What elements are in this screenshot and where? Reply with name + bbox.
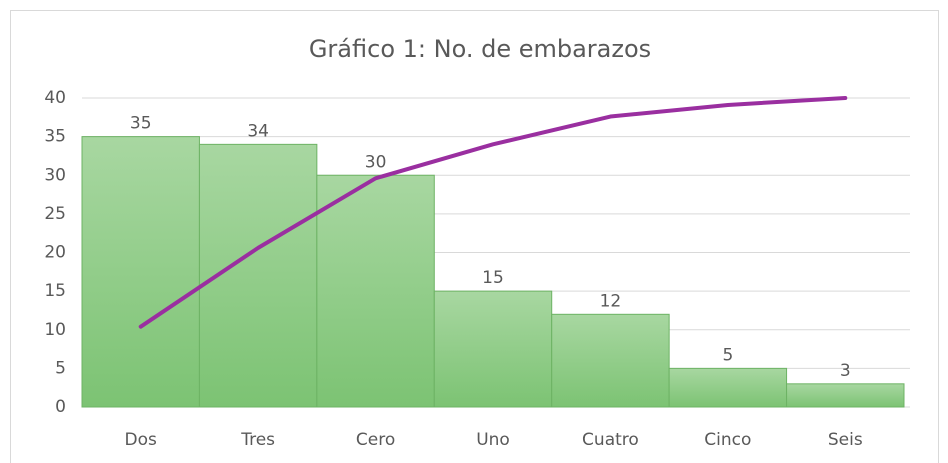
data-label: 5 [722, 345, 733, 365]
x-tick-label: Cuatro [582, 430, 639, 450]
data-label: 15 [482, 268, 504, 288]
x-tick-label: Seis [828, 430, 863, 450]
x-tick-label: Tres [240, 430, 275, 450]
y-tick-label: 0 [55, 397, 66, 417]
y-tick-label: 10 [44, 320, 66, 340]
bar [81, 136, 200, 408]
y-tick-label: 20 [44, 243, 66, 263]
bar [551, 313, 670, 408]
y-tick-label: 30 [44, 165, 66, 185]
y-tick-label: 35 [44, 127, 66, 147]
x-tick-label: Cinco [704, 430, 751, 450]
data-label: 3 [840, 361, 851, 381]
bar [433, 290, 553, 408]
y-tick-label: 25 [44, 204, 66, 224]
data-label: 30 [365, 152, 387, 172]
data-label: 12 [600, 291, 622, 311]
bar [668, 367, 788, 408]
y-tick-label: 5 [55, 358, 66, 378]
x-tick-label: Cero [356, 430, 395, 450]
bar [786, 383, 905, 408]
data-label: 35 [130, 114, 152, 134]
y-tick-label: 15 [44, 281, 66, 301]
y-tick-label: 40 [44, 88, 66, 108]
x-tick-label: Uno [476, 430, 510, 450]
chart-title: Gráfico 1: No. de embarazos [309, 35, 651, 63]
bar [316, 174, 435, 408]
data-label: 34 [247, 121, 269, 141]
cumulative-line [138, 96, 848, 329]
x-tick-label: Dos [125, 430, 157, 450]
